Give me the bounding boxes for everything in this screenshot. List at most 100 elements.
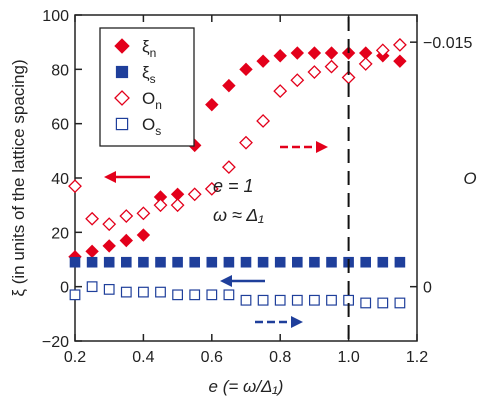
data-point-xi_n bbox=[324, 46, 339, 60]
data-point-O_s bbox=[69, 289, 81, 301]
data-point-xi_n bbox=[393, 54, 407, 68]
x-tick-label: 1.2 bbox=[406, 349, 428, 366]
data-point-xi_s bbox=[394, 256, 406, 268]
legend-marker-xi_s bbox=[115, 65, 129, 79]
data-point-O_n bbox=[102, 217, 117, 232]
legend: ξn ξs On Os bbox=[99, 27, 195, 147]
data-point-O_s bbox=[189, 289, 201, 301]
data-point-O_n bbox=[239, 135, 253, 150]
data-point-O_n bbox=[307, 65, 322, 79]
data-point-xi_s bbox=[138, 256, 149, 268]
data-point-O_s bbox=[360, 297, 372, 309]
legend-label-xi_n: ξn bbox=[142, 37, 156, 60]
data-point-O_s bbox=[257, 294, 269, 306]
data-point-xi_s bbox=[257, 256, 269, 268]
data-point-O_n bbox=[392, 37, 407, 52]
x-tick-label: 0.2 bbox=[64, 349, 86, 366]
data-point-O_n bbox=[375, 43, 390, 58]
data-point-xi_n bbox=[273, 49, 287, 63]
arrow-xi-s-left-axis bbox=[220, 275, 265, 287]
arrow-O-s-right-axis bbox=[255, 316, 303, 328]
annotation-omega-approx: ω ≈ Δ₁ bbox=[213, 205, 264, 225]
data-point-O_n bbox=[153, 198, 168, 213]
data-point-O_n bbox=[170, 198, 185, 213]
data-point-xi_s bbox=[206, 256, 218, 268]
y-tick-label: 100 bbox=[42, 8, 69, 25]
data-point-O_n bbox=[85, 211, 100, 226]
data-point-xi_s bbox=[377, 256, 389, 268]
data-point-O_n bbox=[119, 209, 134, 223]
arrow-O-n-right-axis bbox=[280, 141, 328, 153]
data-point-O_s bbox=[377, 297, 389, 309]
data-point-O_s bbox=[155, 286, 166, 298]
x-tick-label: 0.8 bbox=[269, 349, 291, 366]
data-point-O_n bbox=[273, 84, 288, 98]
legend-label-xi_s: ξs bbox=[142, 63, 156, 86]
data-point-O_n bbox=[358, 56, 373, 71]
legend-marker-xi_n bbox=[114, 38, 130, 54]
data-point-O_s bbox=[223, 289, 235, 301]
data-point-xi_n bbox=[119, 233, 134, 248]
data-point-O_n bbox=[324, 59, 339, 74]
data-point-O_s bbox=[394, 297, 406, 309]
data-point-xi_n bbox=[136, 228, 151, 242]
y-tick-label: 0 bbox=[60, 280, 69, 297]
series-O_n bbox=[68, 37, 407, 232]
data-point-O_n bbox=[256, 114, 271, 128]
data-point-xi_s bbox=[360, 256, 371, 268]
data-point-xi_s bbox=[86, 256, 98, 268]
arrow-xi-n-left-axis bbox=[104, 171, 150, 183]
data-point-xi_n bbox=[205, 97, 219, 112]
x-axis-label: e (= ω/Δ₁) bbox=[209, 377, 284, 396]
data-point-xi_n bbox=[102, 239, 116, 253]
data-point-O_s bbox=[309, 294, 320, 306]
data-point-xi_s bbox=[103, 256, 115, 268]
data-point-O_n bbox=[204, 181, 219, 196]
data-point-O_s bbox=[291, 294, 303, 306]
data-point-O_s bbox=[103, 283, 115, 295]
data-point-xi_s bbox=[172, 256, 183, 268]
data-point-O_n bbox=[136, 206, 151, 221]
data-point-xi_s bbox=[155, 256, 166, 268]
y-tick-label: 40 bbox=[51, 171, 69, 188]
data-point-xi_s bbox=[240, 256, 252, 268]
legend-marker-O_n bbox=[114, 90, 130, 106]
data-point-O_n bbox=[290, 73, 305, 88]
data-point-O_n bbox=[68, 179, 82, 194]
data-point-xi_s bbox=[274, 256, 286, 268]
data-point-O_s bbox=[240, 294, 252, 306]
data-point-O_s bbox=[138, 286, 149, 298]
data-point-O_s bbox=[172, 289, 184, 301]
data-point-xi_s bbox=[121, 256, 132, 268]
legend-label-O_s: Os bbox=[142, 115, 161, 138]
data-point-xi_s bbox=[69, 256, 81, 268]
data-point-O_s bbox=[274, 294, 286, 306]
x-tick-label: 1.0 bbox=[337, 349, 359, 366]
series-O_s bbox=[69, 281, 406, 309]
y-tick-label: 80 bbox=[51, 62, 69, 79]
data-point-xi_s bbox=[223, 256, 235, 268]
data-point-O_s bbox=[326, 294, 337, 306]
data-point-O_s bbox=[120, 286, 132, 298]
data-point-xi_s bbox=[189, 256, 200, 268]
data-point-xi_s bbox=[292, 256, 303, 268]
data-point-xi_n bbox=[290, 46, 305, 60]
data-point-O_s bbox=[206, 289, 218, 301]
data-point-xi_n bbox=[222, 78, 236, 93]
y2-tick-label: 0 bbox=[423, 280, 432, 297]
data-point-O_s bbox=[86, 281, 98, 293]
annotation-e-equals-1: e = 1 bbox=[213, 176, 254, 196]
y-tick-label: 60 bbox=[51, 117, 69, 134]
legend-label-O_n: On bbox=[142, 89, 162, 112]
data-point-xi_n bbox=[239, 62, 253, 77]
data-point-xi_n bbox=[307, 46, 322, 60]
data-point-xi_n bbox=[85, 244, 99, 259]
y-tick-label: 20 bbox=[51, 225, 69, 242]
x-tick-label: 0.6 bbox=[201, 349, 223, 366]
data-point-xi_n bbox=[256, 54, 270, 68]
y2-tick-label: −0.015 bbox=[423, 35, 472, 52]
series-xi_s bbox=[69, 256, 406, 268]
data-point-O_n bbox=[187, 187, 202, 202]
data-point-xi_s bbox=[326, 256, 337, 268]
